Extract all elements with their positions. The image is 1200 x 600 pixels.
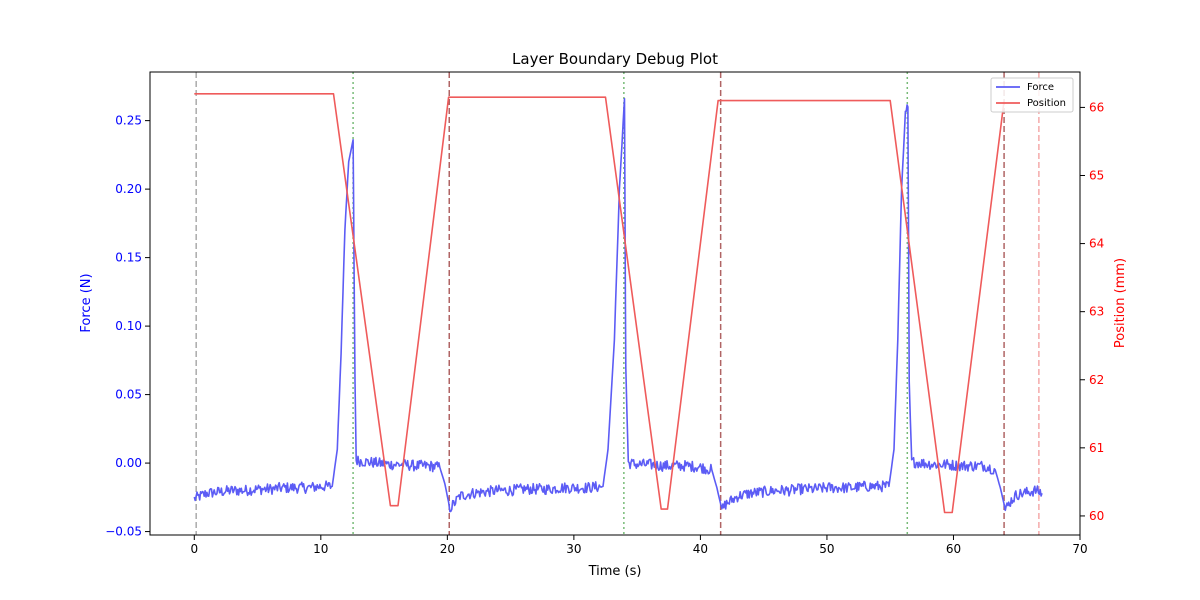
left-y-tick-label: 0.00 — [115, 456, 142, 470]
left-y-tick-label: 0.20 — [115, 182, 142, 196]
right-y-axis-label: Position (mm) — [1113, 258, 1128, 348]
left-y-tick-label: 0.25 — [115, 114, 142, 128]
left-y-tick-label: 0.15 — [115, 251, 142, 265]
position-series-group — [194, 93, 1005, 514]
x-tick-label: 60 — [946, 542, 961, 556]
force-line — [193, 97, 1043, 513]
force-series-group — [193, 97, 1043, 513]
right-y-tick-label: 64 — [1089, 237, 1104, 251]
x-tick-label: 50 — [819, 542, 834, 556]
left-y-tick-label: 0.10 — [115, 319, 142, 333]
chart-title: Layer Boundary Debug Plot — [512, 50, 718, 68]
right-y-tick-label: 63 — [1089, 305, 1104, 319]
x-axis-label: Time (s) — [588, 564, 642, 579]
plot-frame — [149, 71, 1081, 536]
x-tick-label: 0 — [190, 542, 198, 556]
legend-position-label: Position — [1027, 98, 1066, 109]
x-tick-label: 30 — [566, 542, 581, 556]
x-axis-ticks: 0 10 20 30 40 50 60 70 — [190, 535, 1088, 556]
position-line — [194, 93, 1005, 514]
legend: Force Position — [990, 77, 1074, 113]
left-y-axis-label: Force (N) — [79, 273, 94, 332]
right-y-tick-label: 66 — [1089, 100, 1104, 114]
left-y-tick-label: 0.05 — [115, 388, 142, 402]
left-y-tick-label: −0.05 — [105, 525, 142, 539]
right-y-tick-label: 65 — [1089, 168, 1104, 182]
right-y-tick-label: 61 — [1089, 441, 1104, 455]
right-y-tick-label: 62 — [1089, 373, 1104, 387]
right-y-tick-label: 60 — [1089, 509, 1104, 523]
x-tick-label: 40 — [693, 542, 708, 556]
vertical-marker-lines — [195, 72, 1040, 535]
right-y-axis-ticks: 60 61 62 63 64 65 66 — [1080, 100, 1104, 523]
x-tick-label: 20 — [440, 542, 455, 556]
x-tick-label: 70 — [1072, 542, 1087, 556]
left-y-axis-ticks: −0.05 0.00 0.05 0.10 0.15 0.20 0.25 — [105, 114, 150, 539]
legend-force-label: Force — [1027, 82, 1054, 93]
x-tick-label: 10 — [313, 542, 328, 556]
